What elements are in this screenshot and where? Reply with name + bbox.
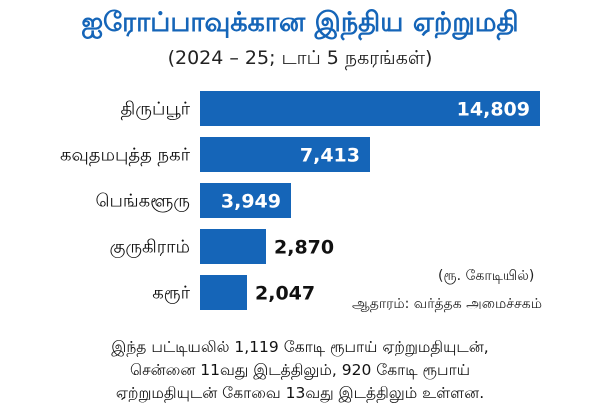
bar-chart: திருப்பூர் 14,809 கவுதமபுத்த நகர் 7,413 பெங்… [60,91,540,310]
value-label: 14,809 [457,99,530,121]
footnote-line: சென்னை 11வது இடத்திலும், 920 கோடி ரூபாய் [130,361,470,379]
category-label: கரூர் [152,283,190,304]
category-label: திருப்பூர் [121,99,191,121]
value-label: 2,047 [255,283,315,305]
bar-5 [200,275,247,310]
footnote-line: இந்த பட்டியலில் 1,119 கோடி ரூபாய் ஏற்றும… [111,338,489,356]
value-label: 7,413 [300,145,360,167]
value-label: 3,949 [221,191,281,213]
bar-2 [200,137,370,172]
unit-note: (ரூ. கோடியில்) [438,268,535,284]
category-label: கவுதமபுத்த நகர் [60,145,191,167]
bar-3 [200,183,291,218]
source-note: ஆதாரம்: வர்த்தக அமைச்சகம் [352,296,542,312]
value-label: 2,870 [274,237,334,259]
footnote: இந்த பட்டியலில் 1,119 கோடி ரூபாய் ஏற்றும… [0,336,600,405]
bar-4 [200,229,266,264]
category-label: குருகிராம் [109,237,190,259]
footnote-line: ஏற்றுமதியுடன் கோவை 13வது இடத்திலும் உள்ள… [115,384,485,402]
bar-1 [200,91,540,126]
chart-subtitle: (2024 – 25; டாப் 5 நகரங்கள்) [167,47,433,69]
category-label: பெங்களூரு [95,191,190,213]
chart-title: ஐரோப்பாவுக்கான இந்திய ஏற்றுமதி [81,7,519,38]
